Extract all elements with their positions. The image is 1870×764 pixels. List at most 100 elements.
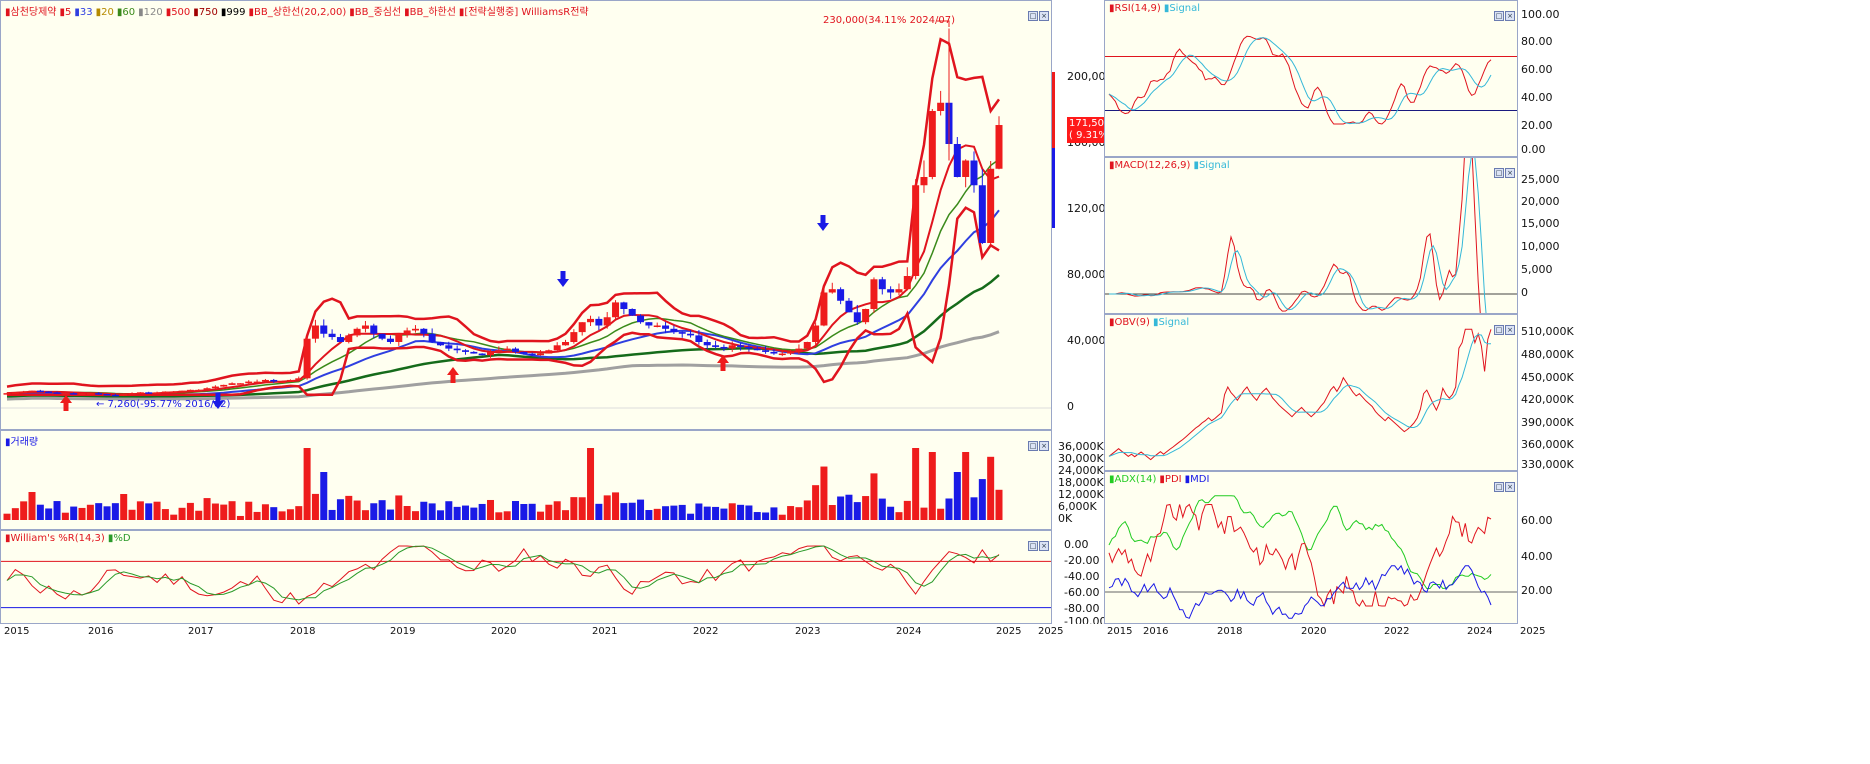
- volume-bar: [920, 507, 928, 520]
- volume-bar: [345, 495, 353, 520]
- panel-window-buttons[interactable]: □ ×: [1027, 3, 1049, 22]
- legend-item[interactable]: ▮RSI(14,9): [1109, 3, 1161, 14]
- obv-panel[interactable]: ▮OBV(9) ▮Signal □ ×: [1104, 314, 1518, 471]
- volume-bar: [745, 505, 753, 520]
- volume-bar: [428, 503, 436, 520]
- candle-body: [70, 393, 78, 395]
- maximize-icon[interactable]: □: [1028, 441, 1038, 451]
- legend-item[interactable]: ▮OBV(9): [1109, 317, 1150, 328]
- volume-panel[interactable]: ▮거래량 □ ×: [0, 430, 1052, 530]
- volume-bar: [278, 511, 286, 520]
- macd-legend: ▮MACD(12,26,9) ▮Signal: [1109, 160, 1233, 171]
- panel-window-buttons[interactable]: □ ×: [1493, 474, 1515, 493]
- panel-window-buttons[interactable]: □ ×: [1027, 533, 1049, 552]
- legend-item[interactable]: ▮ADX(14): [1109, 474, 1157, 485]
- close-icon[interactable]: ×: [1505, 325, 1515, 335]
- volume-bar: [286, 509, 294, 520]
- legend-item[interactable]: ▮Signal: [1163, 3, 1201, 14]
- legend-item[interactable]: ▮60: [116, 7, 136, 18]
- panel-window-buttons[interactable]: □ ×: [1493, 3, 1515, 22]
- legend-item[interactable]: ▮MDI: [1184, 474, 1210, 485]
- panel-window-buttons[interactable]: □ ×: [1027, 433, 1049, 452]
- candle-body: [712, 345, 720, 347]
- candle-body: [695, 335, 703, 342]
- candle-body: [903, 276, 911, 290]
- maximize-icon[interactable]: □: [1494, 11, 1504, 21]
- bb-middle-line: [6, 144, 1000, 396]
- close-icon[interactable]: ×: [1505, 482, 1515, 492]
- volume-bar: [903, 500, 911, 520]
- volume-bar: [470, 507, 478, 520]
- volume-chart[interactable]: [1, 431, 1052, 530]
- volume-bar: [261, 504, 269, 520]
- panel-window-buttons[interactable]: □ ×: [1493, 317, 1515, 336]
- candle-body: [495, 350, 503, 352]
- legend-item[interactable]: ▮Signal: [1152, 317, 1190, 328]
- maximize-icon[interactable]: □: [1494, 168, 1504, 178]
- adx-chart[interactable]: [1105, 472, 1518, 624]
- maximize-icon[interactable]: □: [1494, 325, 1504, 335]
- volume-bar: [478, 503, 486, 520]
- close-icon[interactable]: ×: [1505, 11, 1515, 21]
- macd-chart[interactable]: [1105, 158, 1518, 314]
- ma-999-line: [6, 330, 1000, 401]
- volume-bar: [970, 497, 978, 520]
- obv-chart[interactable]: [1105, 315, 1518, 471]
- close-icon[interactable]: ×: [1505, 168, 1515, 178]
- legend-item[interactable]: ▮120: [138, 7, 163, 18]
- axis-tick-label: 480,000K: [1521, 348, 1574, 361]
- legend-item[interactable]: ▮BB_하한선: [404, 7, 456, 18]
- legend-item[interactable]: ▮[전략실행중] WilliamsR전략: [458, 7, 589, 18]
- legend-item[interactable]: ▮500: [165, 7, 191, 18]
- williams-chart[interactable]: [1, 531, 1052, 624]
- legend-item[interactable]: ▮William's %R(14,3): [5, 533, 105, 544]
- volume-bar: [145, 503, 153, 520]
- legend-item[interactable]: ▮BB_상한선(20,2,00): [248, 7, 347, 18]
- legend-item[interactable]: ▮999: [220, 7, 246, 18]
- close-icon[interactable]: ×: [1039, 11, 1049, 21]
- legend-item[interactable]: ▮20: [95, 7, 114, 18]
- legend-item[interactable]: ▮%D: [107, 533, 131, 544]
- candle-body: [678, 332, 686, 334]
- buy-signal-arrow-shaft: [450, 375, 456, 383]
- volume-bar: [895, 512, 903, 520]
- volume-bar: [870, 473, 878, 520]
- close-icon[interactable]: ×: [1039, 541, 1049, 551]
- price-chart[interactable]: [1, 1, 1052, 430]
- year-label: 2016: [88, 626, 114, 637]
- volume-bar: [562, 510, 570, 520]
- williams-panel[interactable]: ▮William's %R(14,3) ▮%D □ ×: [0, 530, 1052, 624]
- maximize-icon[interactable]: □: [1028, 11, 1038, 21]
- sell-signal-arrow-shaft: [560, 271, 566, 279]
- volume-bar: [612, 492, 620, 520]
- legend-item[interactable]: ▮5: [59, 7, 72, 18]
- rsi-panel[interactable]: ▮RSI(14,9) ▮Signal □ ×: [1104, 0, 1518, 157]
- candle-body: [411, 328, 419, 331]
- candle-body: [770, 351, 778, 354]
- macd-panel[interactable]: ▮MACD(12,26,9) ▮Signal □ ×: [1104, 157, 1518, 314]
- axis-tick-label: 0: [1067, 400, 1074, 413]
- adx-panel[interactable]: ▮ADX(14) ▮PDI ▮MDI □ ×: [1104, 471, 1518, 624]
- maximize-icon[interactable]: □: [1028, 541, 1038, 551]
- legend-item[interactable]: ▮MACD(12,26,9): [1109, 160, 1191, 171]
- macd-signal-line: [1109, 158, 1487, 313]
- candle-body: [953, 144, 961, 177]
- legend-item[interactable]: ▮거래량: [5, 437, 39, 448]
- legend-item[interactable]: ▮BB_중심선: [349, 7, 402, 18]
- obv-axis: 510,000K 480,000K 450,000K 420,000K 390,000K…: [1518, 314, 1870, 471]
- candle-body: [220, 384, 228, 387]
- legend-item[interactable]: ▮Signal: [1193, 160, 1230, 171]
- volume-bar: [86, 504, 94, 520]
- legend-item[interactable]: ▮삼천당제약: [5, 7, 57, 18]
- maximize-icon[interactable]: □: [1494, 482, 1504, 492]
- legend-item[interactable]: ▮750: [193, 7, 218, 18]
- rsi-chart[interactable]: [1105, 1, 1518, 157]
- candle-body: [303, 338, 311, 379]
- close-icon[interactable]: ×: [1039, 441, 1049, 451]
- main-time-axis: 2015 2016 2017 2018 2019 2020 2021 2022 2023 2024…: [0, 624, 1104, 640]
- legend-item[interactable]: ▮PDI: [1159, 474, 1182, 485]
- price-panel[interactable]: ▮삼천당제약 ▮5 ▮33 ▮20 ▮60 ▮120 ▮500 ▮750 ▮999 ▮BB_상한선…: [0, 0, 1052, 430]
- volume-bar: [528, 503, 536, 520]
- panel-window-buttons[interactable]: □ ×: [1493, 160, 1515, 179]
- legend-item[interactable]: ▮33: [74, 7, 93, 18]
